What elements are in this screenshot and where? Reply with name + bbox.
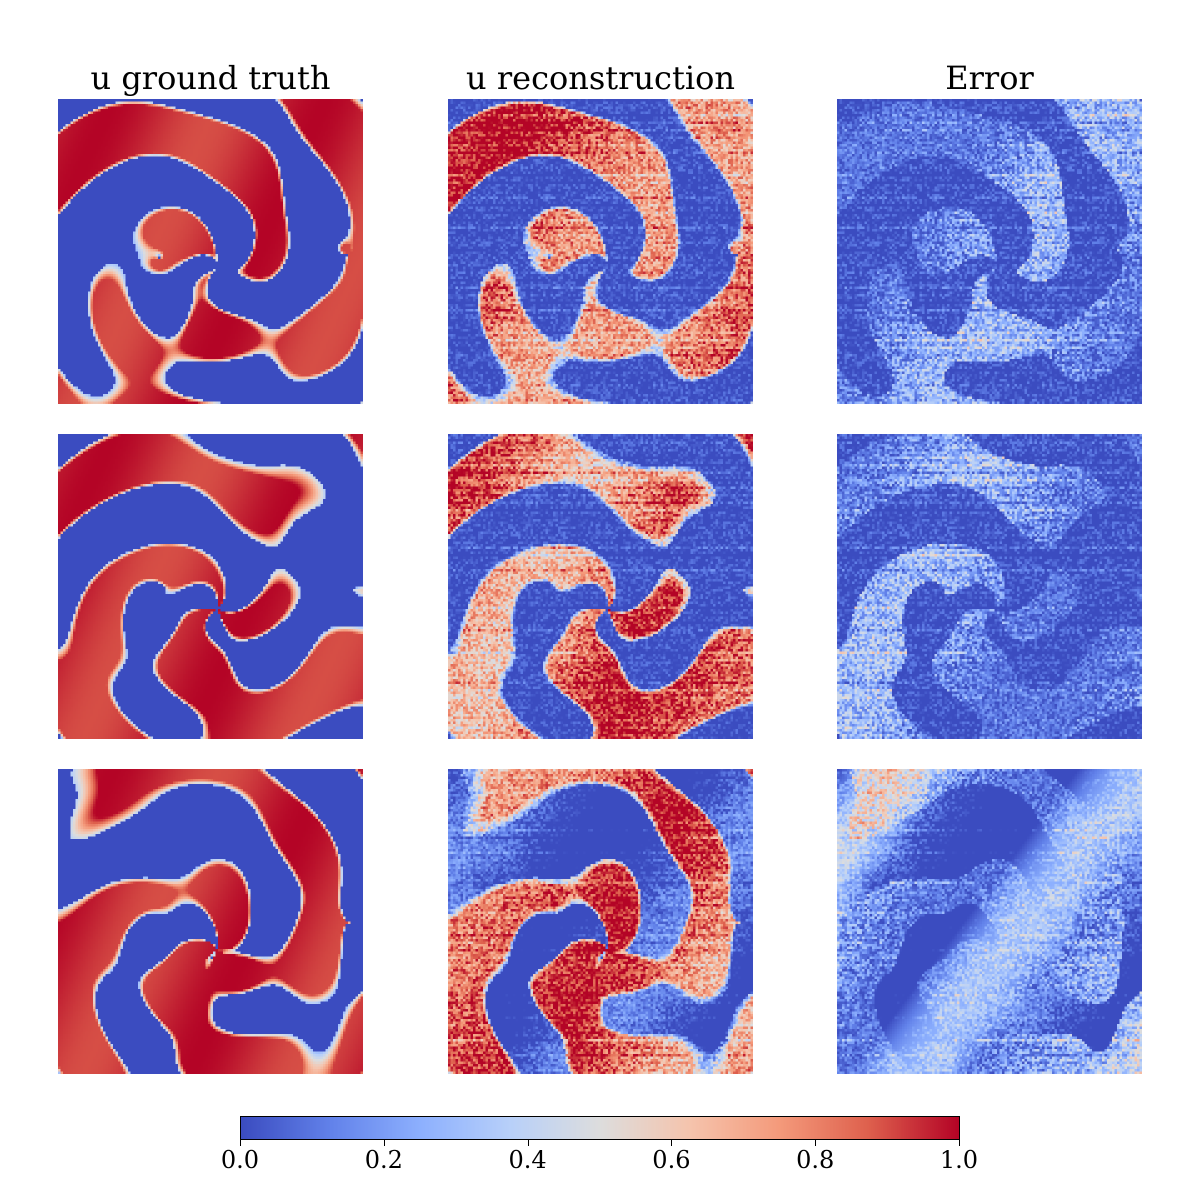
colorbar-tick	[240, 1140, 241, 1146]
column-title-reconstruction: u reconstruction	[466, 59, 735, 97]
colorbar-tick-label: 0.6	[652, 1146, 691, 1174]
colorbar-tick	[383, 1140, 385, 1146]
heatmap-reconstruction-row-2	[448, 434, 753, 739]
heatmap-ground-truth-row-1	[58, 99, 363, 404]
column-title-error: Error	[945, 59, 1034, 97]
heatmap-ground-truth-row-3	[58, 769, 363, 1074]
colorbar-tick	[815, 1140, 817, 1146]
colorbar-tick-label: 0.8	[796, 1146, 835, 1174]
heatmap-error-row-2	[837, 434, 1142, 739]
heatmap-error-row-3	[837, 769, 1142, 1074]
colorbar-tick	[959, 1140, 960, 1146]
colorbar	[240, 1116, 960, 1140]
colorbar-tick	[671, 1140, 673, 1146]
heatmap-reconstruction-row-3	[448, 769, 753, 1074]
colorbar-tick-label: 0.4	[508, 1146, 547, 1174]
heatmap-ground-truth-row-2	[58, 434, 363, 739]
colorbar-tick	[527, 1140, 529, 1146]
column-title-ground-truth: u ground truth	[90, 59, 331, 97]
colorbar-tick-label: 0.2	[364, 1146, 403, 1174]
heatmap-reconstruction-row-1	[448, 99, 753, 404]
colorbar-tick-label: 0.0	[220, 1146, 260, 1174]
colorbar-tick-label: 1.0	[939, 1146, 979, 1174]
heatmap-error-row-1	[837, 99, 1142, 404]
